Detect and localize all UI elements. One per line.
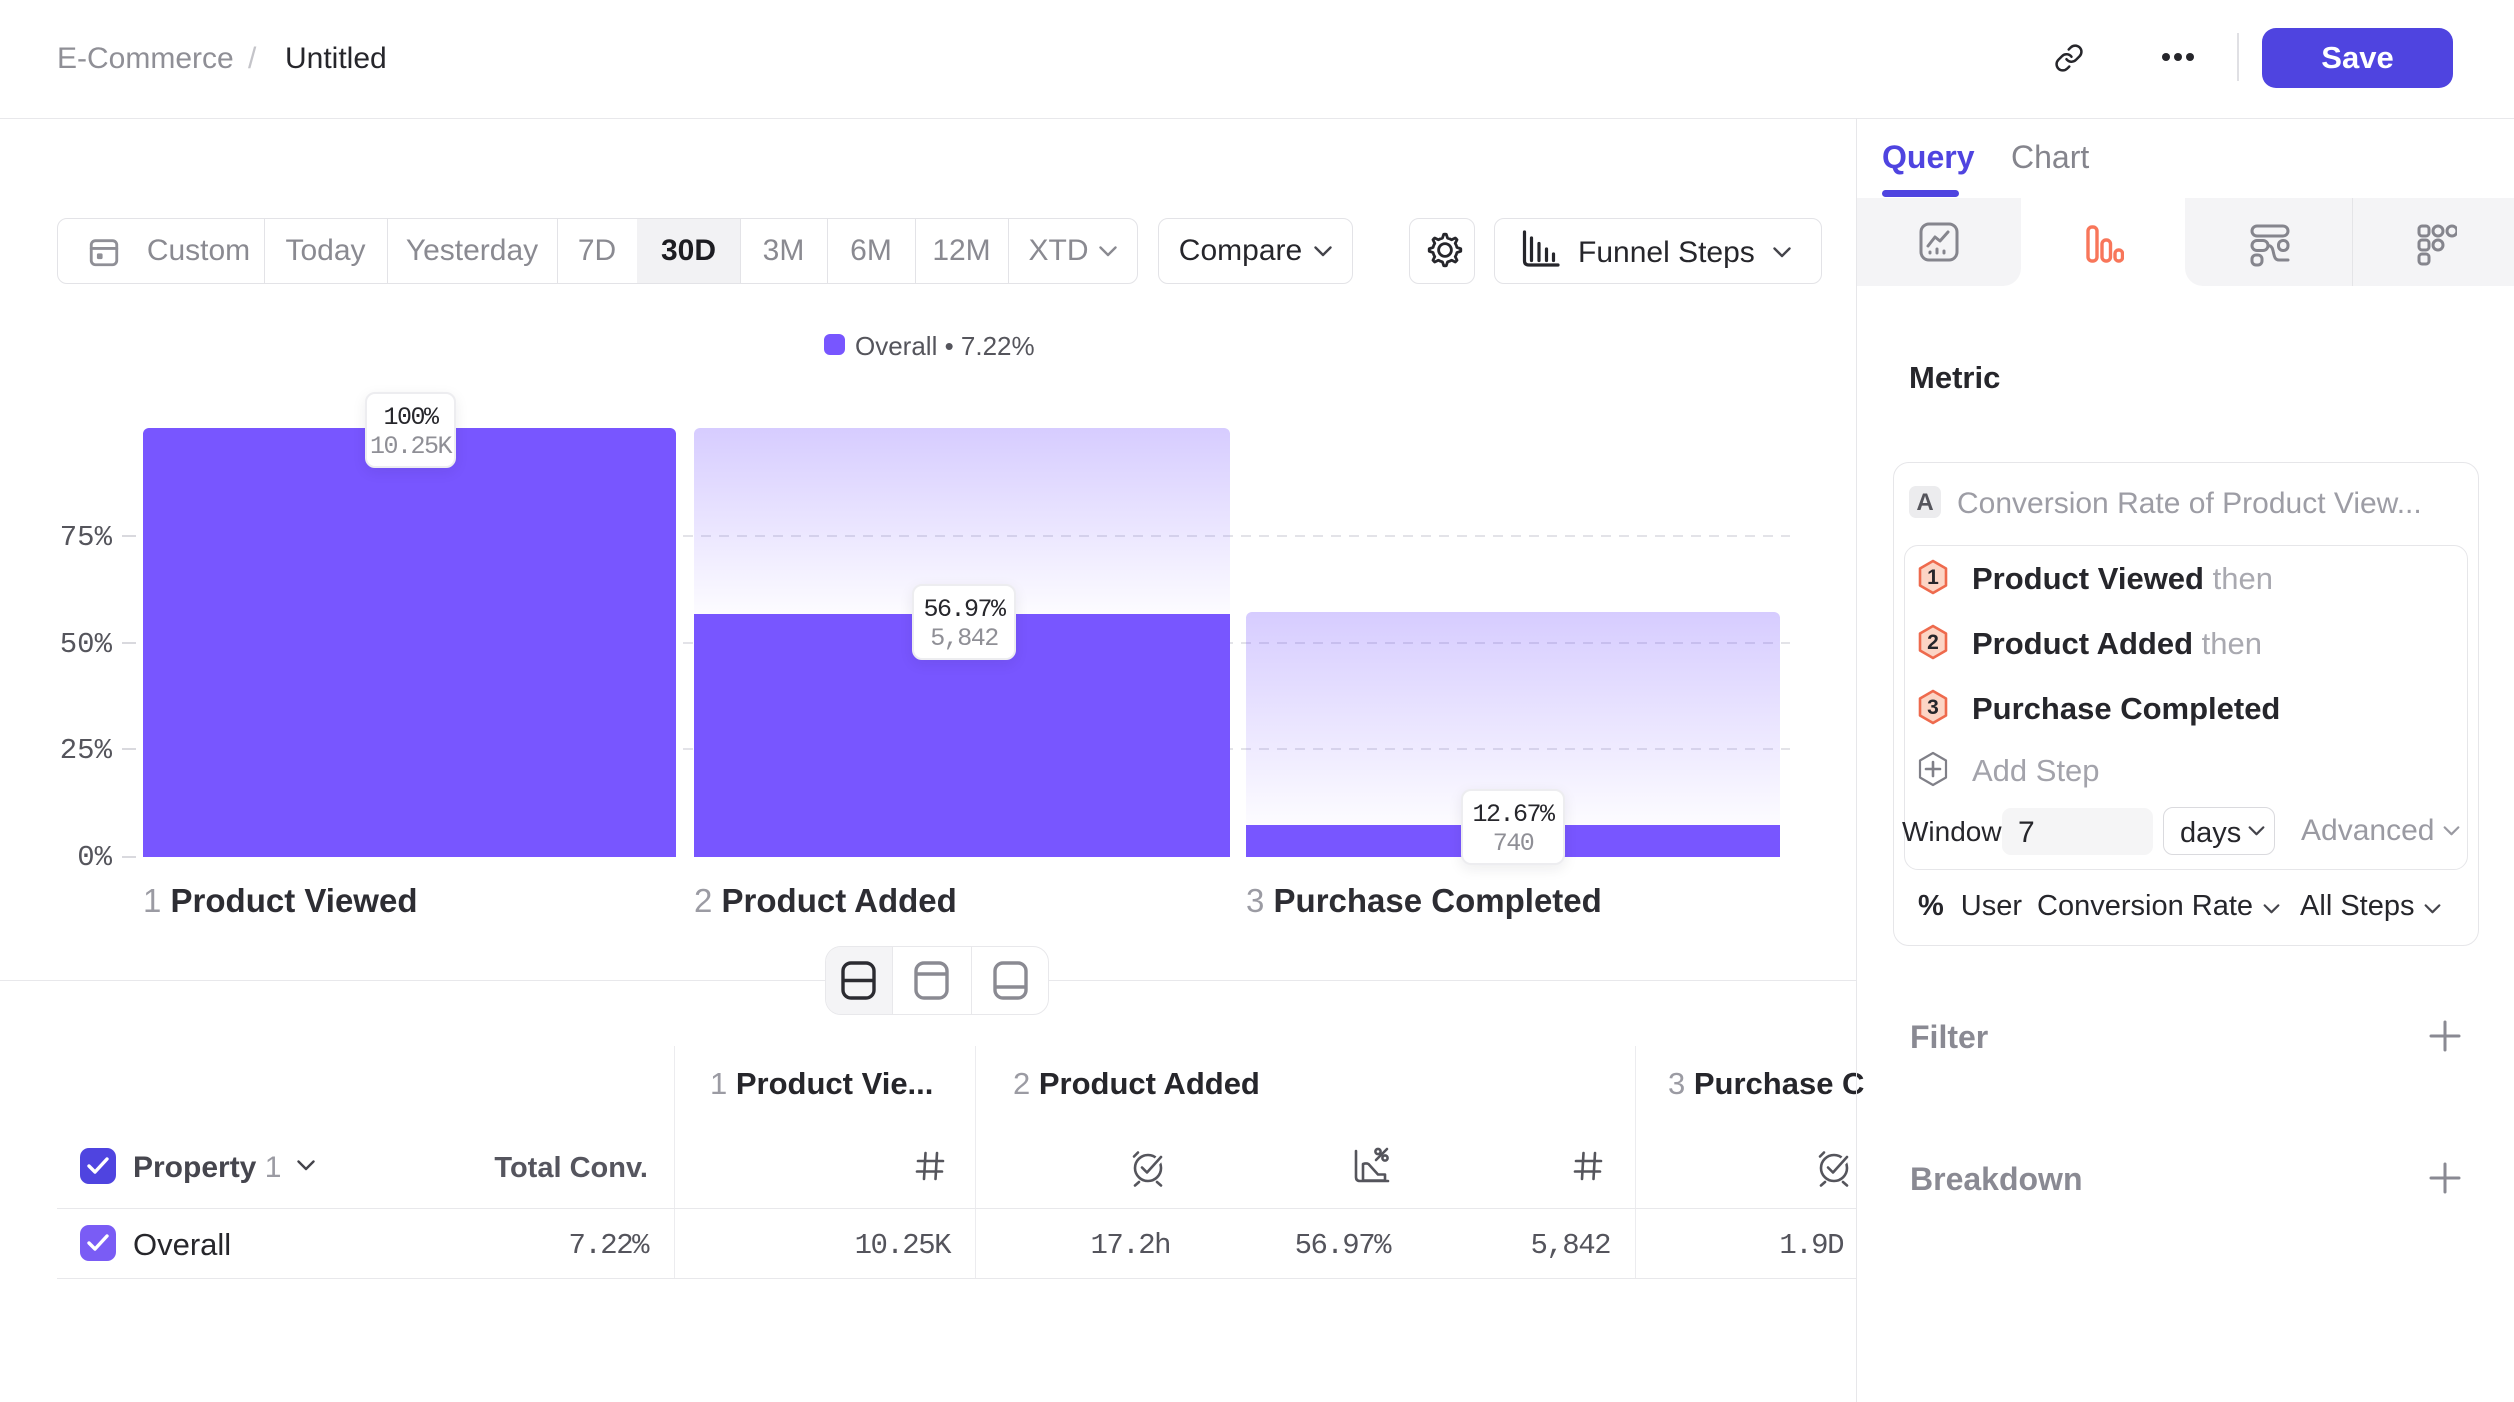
- svg-text:1: 1: [1927, 566, 1939, 589]
- svg-text:2: 2: [1927, 631, 1939, 654]
- svg-text:3: 3: [1927, 696, 1939, 719]
